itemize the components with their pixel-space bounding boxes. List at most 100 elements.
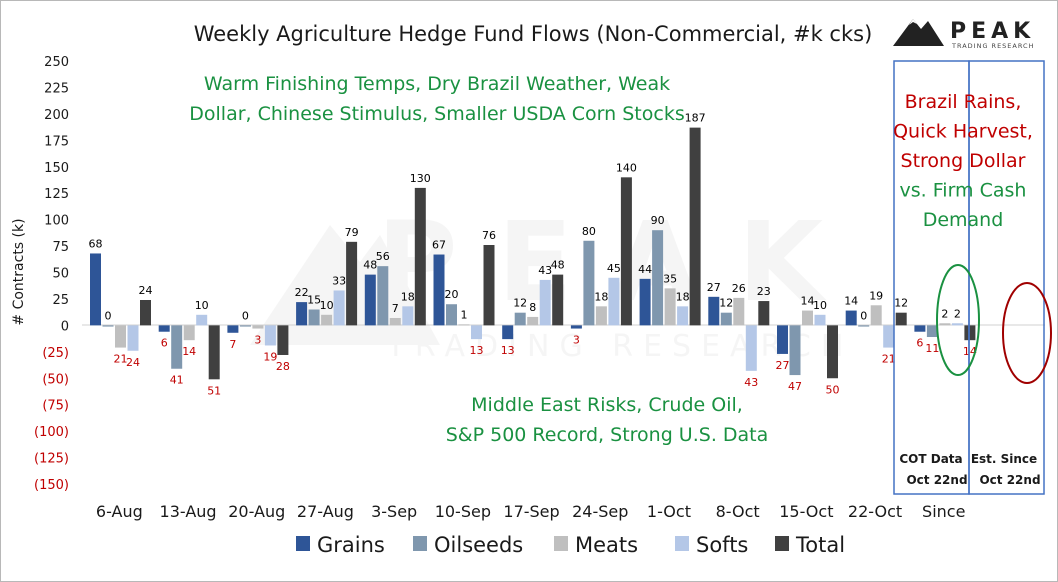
- bar-value-label: 67: [432, 239, 446, 252]
- x-tick-label: 8-Oct: [716, 502, 760, 521]
- red-circle: [1002, 282, 1052, 384]
- x-tick-label: 20-Aug: [228, 502, 285, 521]
- y-axis-ticks: 2502252001751501251007550250(25)(50)(75)…: [34, 55, 69, 493]
- bar-meats: [527, 316, 539, 326]
- bar-oilseeds: [652, 230, 664, 326]
- bar-value-label: 12: [513, 297, 527, 310]
- right-annotation: Quick Harvest,: [893, 121, 1033, 143]
- bar-value-label: 48: [551, 259, 565, 272]
- bar-total: [758, 301, 770, 326]
- x-tick-label: 10-Sep: [435, 502, 491, 521]
- bar-value-label: 41: [170, 374, 184, 387]
- y-tick-label: 50: [52, 267, 69, 282]
- bar-meats: [115, 325, 126, 348]
- bar-softs: [951, 323, 963, 326]
- x-axis-ticks: 6-Aug 13-Aug 20-Aug 27-Aug 3-Sep 10-Sep 17-Sep…: [96, 502, 966, 521]
- legend-swatch-grains: [296, 536, 310, 551]
- bar-value-label: 2: [941, 307, 948, 320]
- bar-meats: [321, 314, 333, 326]
- peak-logo: PEAK TRADING RESEARCH: [893, 19, 1033, 50]
- bar-value-label: 10: [320, 299, 334, 312]
- bar-value-label: 43: [744, 376, 758, 389]
- bar-grains: [845, 310, 857, 326]
- bar-grains: [227, 325, 239, 333]
- bar-oilseeds: [514, 312, 526, 326]
- bar-value-label: 19: [869, 289, 883, 302]
- right-annotation: Brazil Rains,: [905, 91, 1022, 113]
- bar-total: [346, 241, 358, 326]
- bar-meats: [664, 288, 676, 326]
- x-tick-label: 13-Aug: [160, 502, 217, 521]
- bar-value-label: 14: [801, 295, 815, 308]
- mountain-snow-icon: [909, 19, 917, 25]
- bar-meats: [733, 297, 745, 326]
- bar-oilseeds: [102, 325, 114, 327]
- bar-value-label: 19: [263, 350, 277, 363]
- bar-value-label: 140: [616, 161, 637, 174]
- bar-value-label: 21: [114, 353, 128, 366]
- bar-value-label: 13: [470, 344, 484, 357]
- bar-value-label: 7: [229, 338, 236, 351]
- x-tick-label: 27-Aug: [297, 502, 354, 521]
- legend-label: Oilseeds: [434, 533, 523, 557]
- x-tick-label: 6-Aug: [96, 502, 143, 521]
- x-tick-label: 17-Sep: [503, 502, 559, 521]
- y-tick-label: 0: [61, 319, 69, 334]
- bar-value-label: 18: [676, 290, 690, 303]
- bar-value-label: 14: [844, 295, 858, 308]
- bar-total: [964, 325, 976, 341]
- bar-oilseeds: [926, 325, 938, 338]
- bar-value-label: 56: [376, 250, 390, 263]
- bar-labels: 6802124246411410517031928221510337948567…: [89, 112, 977, 398]
- y-tick-label: 75: [52, 240, 69, 255]
- annotations: Warm Finishing Temps, Dry Brazil Weather…: [189, 73, 1040, 487]
- bar-value-label: 13: [501, 344, 515, 357]
- bar-total: [895, 312, 907, 326]
- bar-softs: [814, 314, 826, 326]
- bar-meats: [389, 317, 401, 326]
- bar-total: [208, 325, 220, 380]
- bar-value-label: 76: [482, 229, 496, 242]
- bar-value-label: 3: [573, 334, 580, 347]
- bar-value-label: 8: [529, 301, 536, 314]
- green-circle: [936, 264, 980, 376]
- bar-value-label: 26: [732, 282, 746, 295]
- y-tick-label: 100: [44, 214, 69, 229]
- bar-softs: [333, 290, 345, 326]
- bar-softs: [402, 306, 414, 326]
- bar-value-label: 79: [345, 226, 359, 239]
- bar-value-label: 0: [105, 309, 112, 322]
- y-tick-label: 25: [52, 293, 69, 308]
- bar-value-label: 18: [401, 290, 415, 303]
- bar-oilseeds: [377, 266, 389, 326]
- bar-grains: [777, 325, 788, 354]
- y-tick-label: 200: [44, 108, 69, 123]
- bar-total: [483, 245, 495, 326]
- bar-total: [277, 325, 289, 355]
- y-tick-label: 250: [44, 55, 69, 70]
- right-annotation: Strong Dollar: [901, 150, 1026, 172]
- bar-meats: [870, 305, 882, 326]
- bar-total: [689, 127, 701, 326]
- bar-grains: [90, 253, 101, 326]
- bar-value-label: 10: [813, 299, 827, 312]
- bar-value-label: 22: [295, 286, 309, 299]
- bar-value-label: 18: [594, 290, 608, 303]
- bar-value-label: 68: [89, 237, 103, 250]
- bar-softs: [127, 325, 139, 351]
- bar-value-label: 35: [663, 272, 677, 285]
- bar-oilseeds: [789, 325, 801, 376]
- bar-softs: [677, 306, 689, 326]
- y-axis-label: # Contracts (k): [11, 218, 27, 325]
- bar-value-label: 80: [582, 225, 596, 238]
- bar-value-label: 43: [538, 264, 552, 277]
- bar-value-label: 45: [607, 262, 621, 275]
- legend-label: Softs: [696, 533, 748, 557]
- bar-meats: [183, 325, 195, 341]
- bar-value-label: 24: [126, 356, 140, 369]
- bearish-annotation: Middle East Risks, Crude Oil,: [471, 394, 743, 416]
- bars: [90, 127, 976, 380]
- y-tick-label: (50): [42, 372, 69, 387]
- bar-meats: [939, 323, 951, 326]
